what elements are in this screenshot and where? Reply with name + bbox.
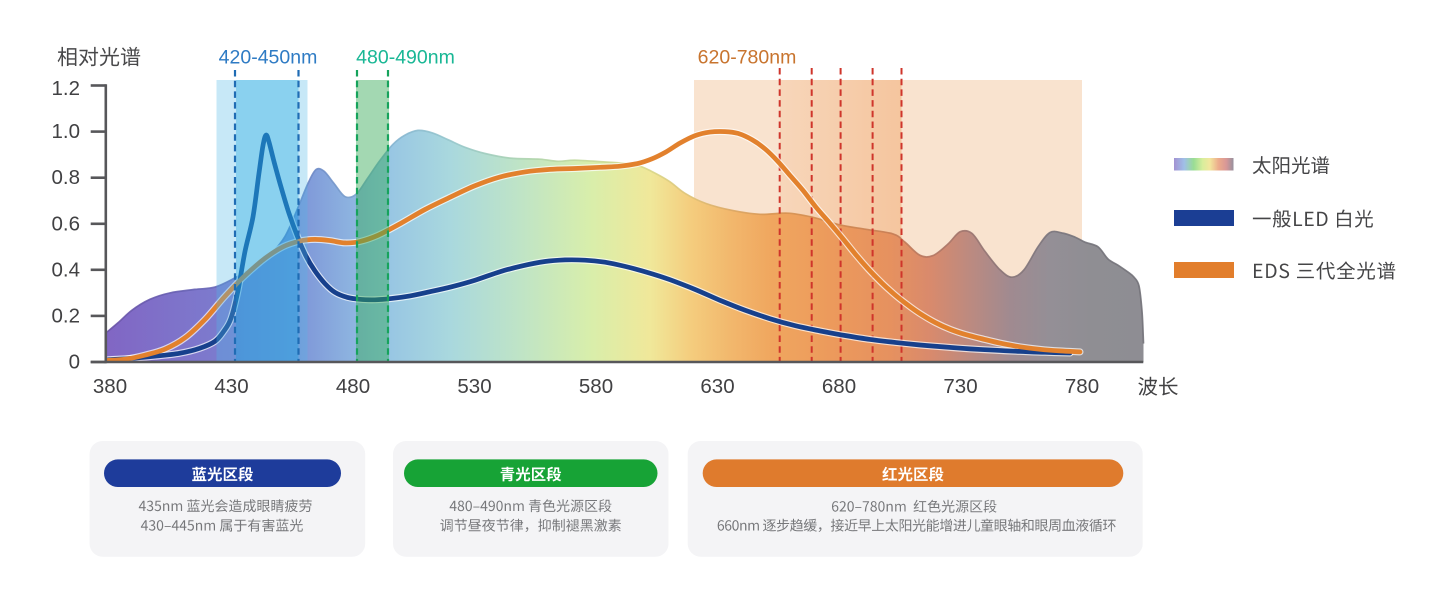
svg-text:1.2: 1.2 <box>52 77 81 100</box>
svg-text:380: 380 <box>93 375 127 398</box>
svg-text:0.6: 0.6 <box>52 212 81 235</box>
svg-text:530: 530 <box>457 375 491 398</box>
svg-text:0: 0 <box>69 351 80 374</box>
svg-text:580: 580 <box>579 375 613 398</box>
svg-text:430: 430 <box>214 375 248 398</box>
svg-text:480: 480 <box>336 375 370 398</box>
svg-text:0.2: 0.2 <box>52 304 81 327</box>
svg-text:730: 730 <box>943 375 977 398</box>
svg-text:680: 680 <box>822 375 856 398</box>
svg-text:0.8: 0.8 <box>52 166 81 189</box>
svg-text:480-490nm: 480-490nm <box>356 47 455 69</box>
svg-text:620-780nm: 620-780nm <box>698 47 797 69</box>
svg-text:420-450nm: 420-450nm <box>219 47 318 69</box>
svg-text:780: 780 <box>1065 375 1099 398</box>
svg-text:630: 630 <box>700 375 734 398</box>
svg-text:0.4: 0.4 <box>52 258 81 281</box>
svg-text:1.0: 1.0 <box>52 120 81 143</box>
